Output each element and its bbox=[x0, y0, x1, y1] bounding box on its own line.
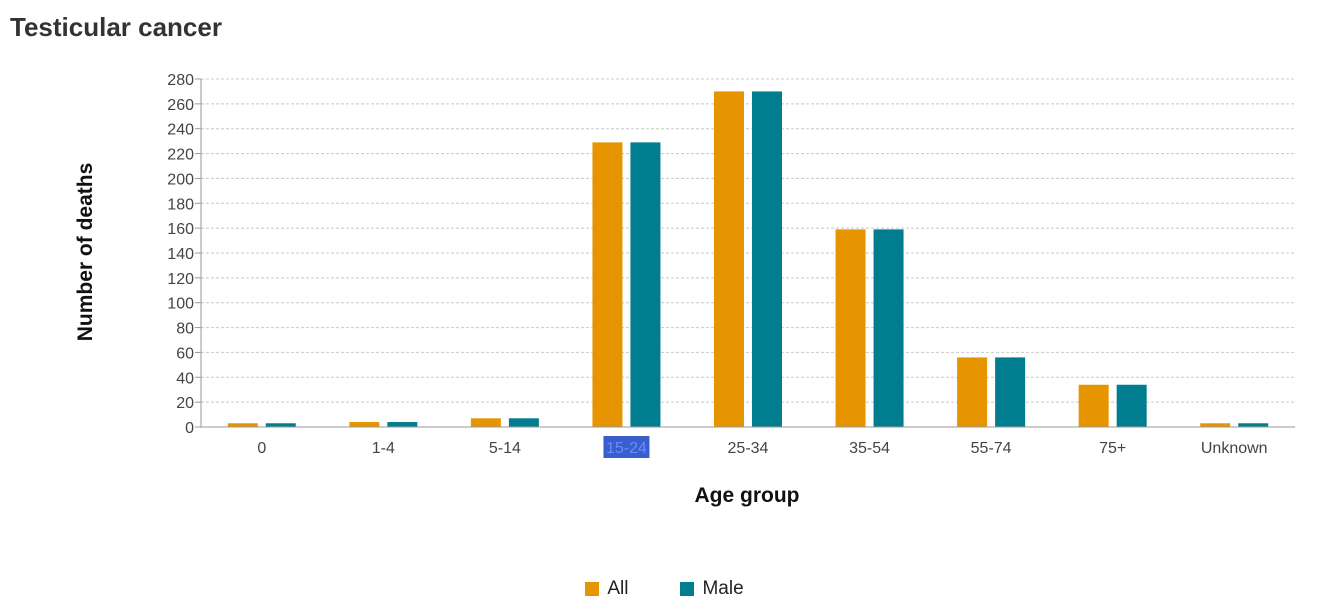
y-tick-label: 120 bbox=[167, 271, 194, 288]
x-tick-label-highlight bbox=[603, 436, 650, 458]
legend-label-male: Male bbox=[702, 578, 744, 599]
bar-all-25-34[interactable] bbox=[714, 91, 744, 427]
y-tick-label: 20 bbox=[176, 395, 194, 412]
y-tick-label: 60 bbox=[176, 345, 194, 362]
bar-all-0[interactable] bbox=[227, 423, 258, 427]
y-tick-label: 40 bbox=[176, 370, 194, 387]
x-tick-label: 0 bbox=[257, 440, 266, 457]
legend-label-all: All bbox=[607, 578, 629, 599]
x-tick-label: 25-34 bbox=[728, 440, 769, 457]
legend-item-male[interactable]: Male bbox=[680, 578, 744, 600]
bar-all-35-54[interactable] bbox=[835, 229, 866, 427]
bar-male-5-14[interactable] bbox=[508, 418, 539, 427]
x-tick-label: Unknown bbox=[1201, 440, 1268, 457]
x-tick-label: 15-24 bbox=[606, 440, 647, 457]
y-tick-label: 100 bbox=[167, 296, 194, 313]
y-tick-label: 200 bbox=[167, 171, 194, 188]
bar-all-unknown[interactable] bbox=[1200, 423, 1231, 427]
bar-male-35-54[interactable] bbox=[873, 229, 904, 427]
x-axis-label: Age group bbox=[695, 484, 800, 507]
legend-item-all[interactable]: All bbox=[585, 578, 628, 600]
bar-all-1-4[interactable] bbox=[349, 422, 380, 427]
bars bbox=[227, 91, 1269, 427]
legend: All Male bbox=[0, 578, 1329, 600]
y-tick-label: 80 bbox=[176, 321, 194, 338]
axes: 0 20 40 60 80 100 120 140 160 180 200 220 240 260 280 0… bbox=[167, 72, 1295, 458]
x-tick-label: 35-54 bbox=[849, 440, 890, 457]
bar-male-75+[interactable] bbox=[1116, 384, 1147, 427]
bar-chart: 0 20 40 60 80 100 120 140 160 180 200 220 240 260 280 0… bbox=[74, 72, 1295, 507]
legend-swatch-all bbox=[585, 582, 600, 596]
x-tick-label: 75+ bbox=[1099, 440, 1126, 457]
bar-all-5-14[interactable] bbox=[470, 418, 501, 427]
x-tick-label: 5-14 bbox=[489, 440, 521, 457]
bar-all-15-24[interactable] bbox=[592, 142, 623, 427]
y-tick-label: 160 bbox=[167, 221, 194, 238]
bar-male-unknown[interactable] bbox=[1238, 423, 1269, 427]
y-tick-label: 180 bbox=[167, 196, 194, 213]
y-tick-label: 240 bbox=[167, 122, 194, 139]
x-tick-label: 55-74 bbox=[971, 440, 1012, 457]
legend-swatch-male bbox=[680, 582, 695, 596]
y-tick-label: 280 bbox=[167, 72, 194, 89]
bar-male-15-24[interactable] bbox=[630, 142, 661, 427]
page-title: Testicular cancer bbox=[10, 12, 222, 42]
x-tick-label: 1-4 bbox=[372, 440, 395, 457]
y-axis-label: Number of deaths bbox=[74, 163, 97, 342]
y-tick-label: 260 bbox=[167, 97, 194, 114]
y-tick-label: 0 bbox=[185, 420, 194, 437]
y-tick-label: 140 bbox=[167, 246, 194, 263]
y-tick-label: 220 bbox=[167, 147, 194, 164]
bar-male-0[interactable] bbox=[265, 423, 296, 427]
grid-lines bbox=[201, 78, 1295, 403]
bar-male-25-34[interactable] bbox=[752, 91, 782, 427]
bar-male-55-74[interactable] bbox=[995, 357, 1026, 427]
bar-all-55-74[interactable] bbox=[957, 357, 988, 427]
bar-male-1-4[interactable] bbox=[387, 422, 418, 427]
bar-all-75+[interactable] bbox=[1078, 384, 1109, 427]
